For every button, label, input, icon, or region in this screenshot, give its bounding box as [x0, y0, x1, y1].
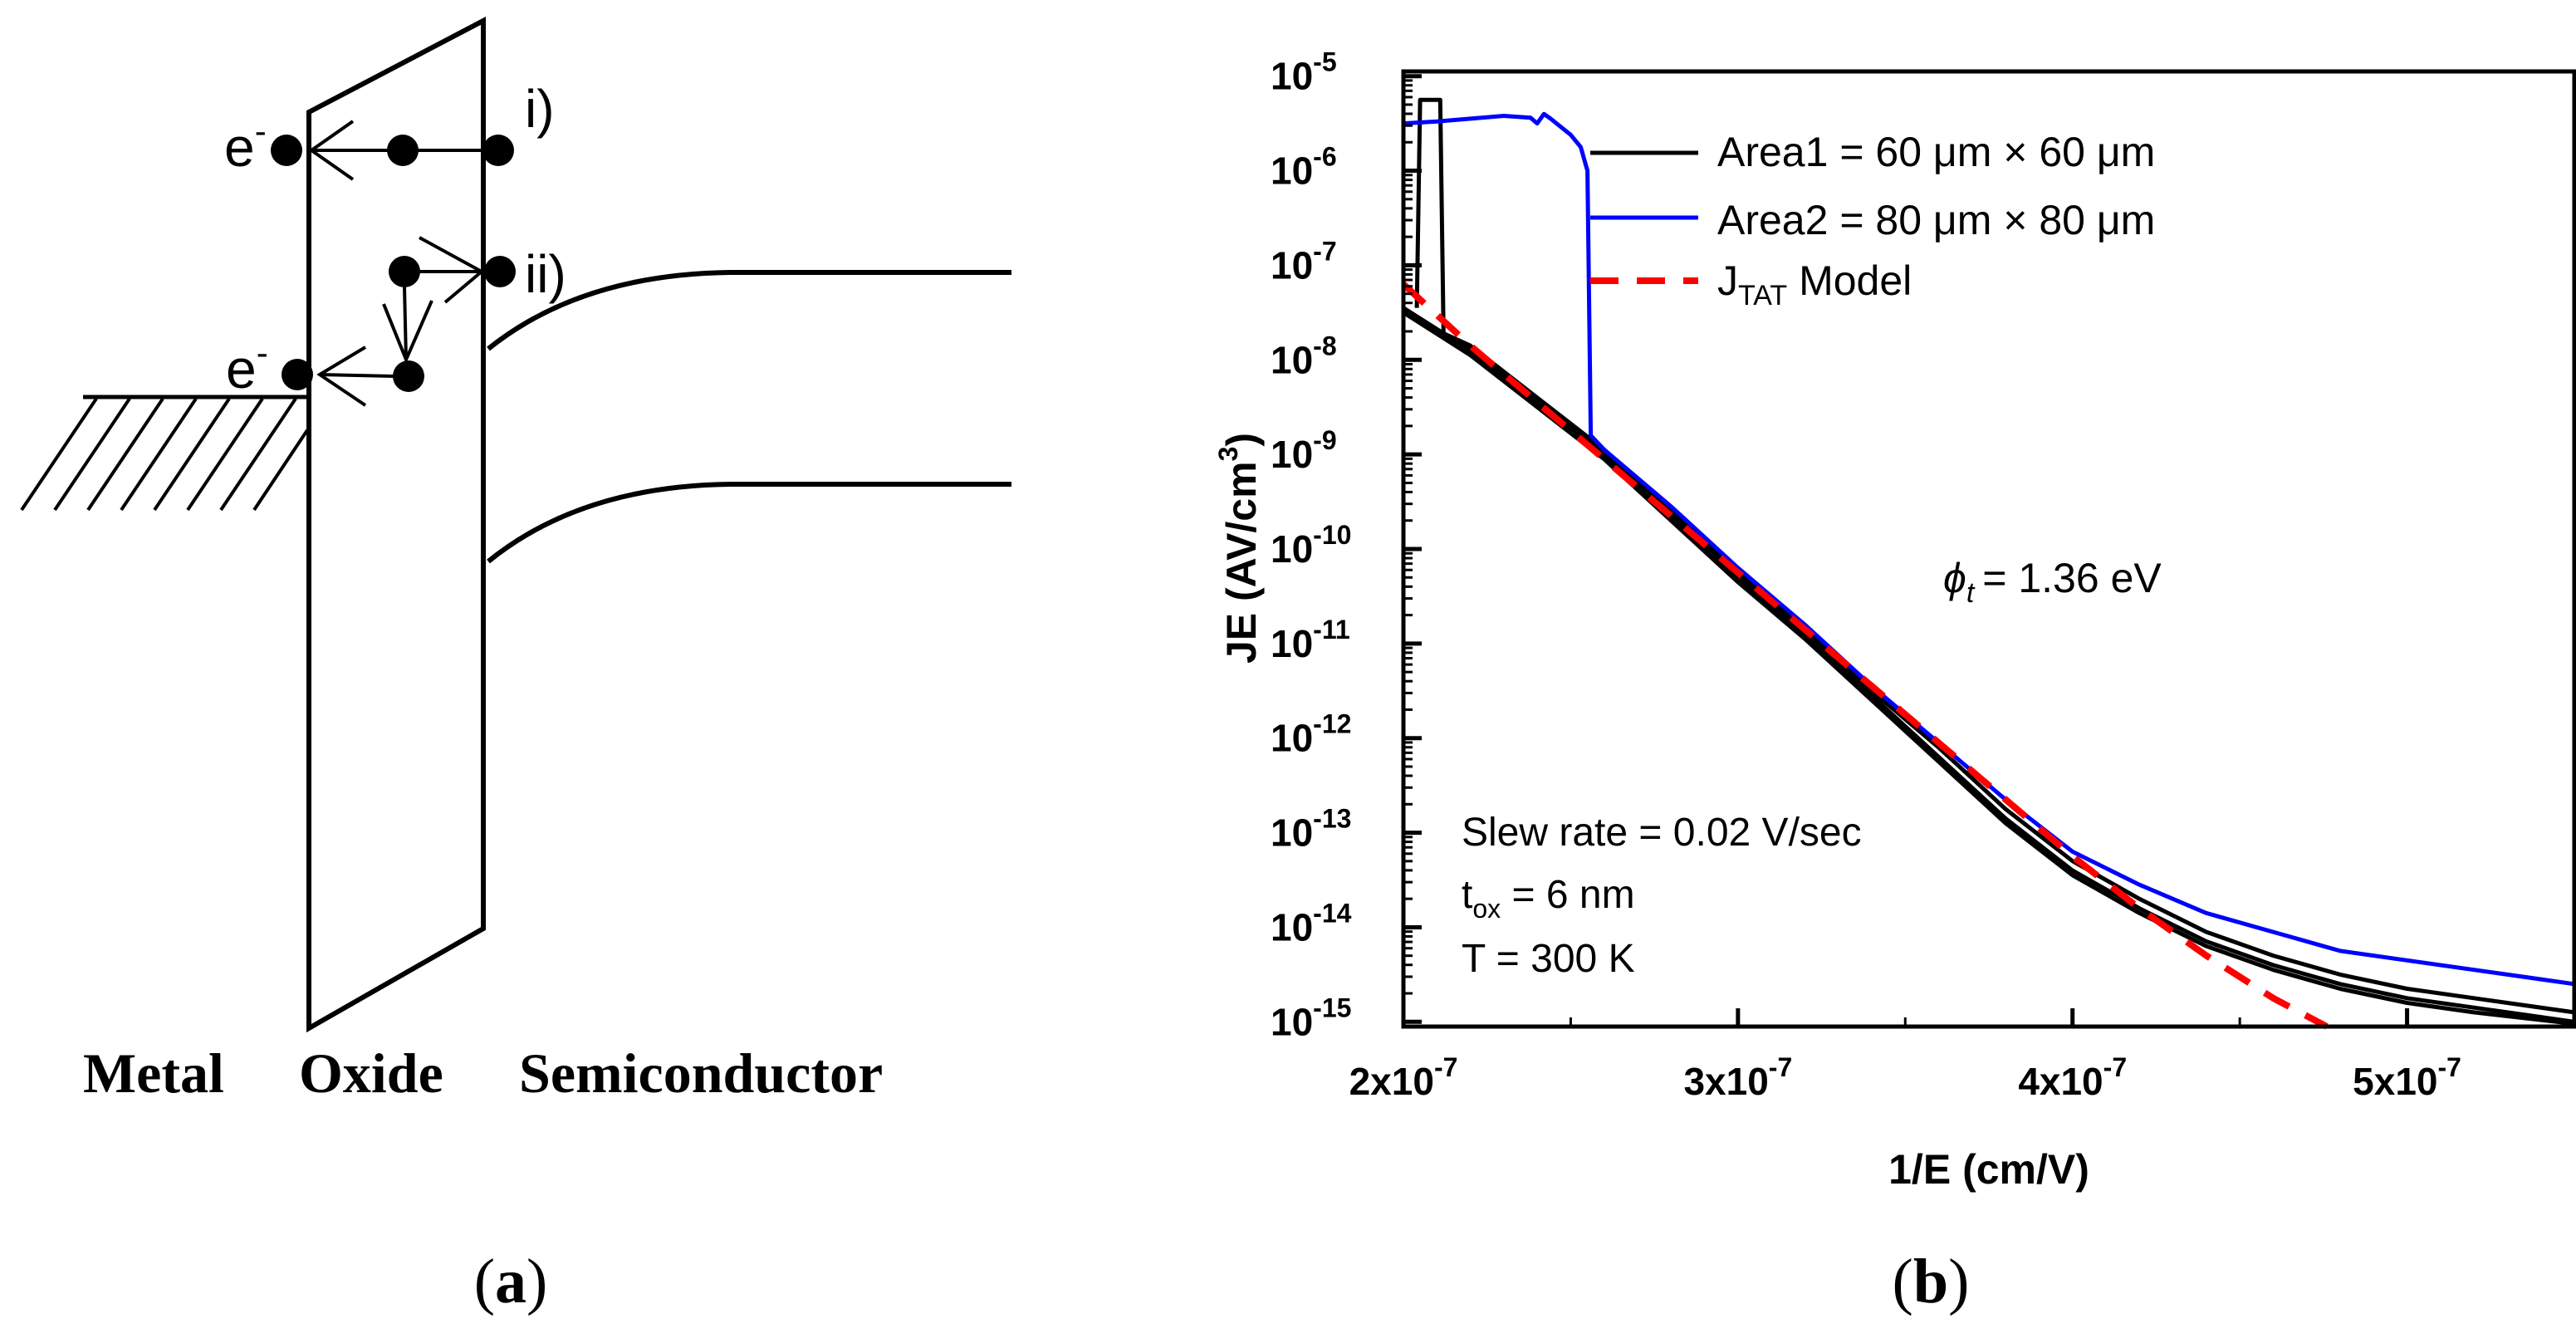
- y-tick-label: 10-10: [1271, 520, 1351, 571]
- chart: 10-5 10-6 10-7 10-8 10-9 10-10 10-11 10-12 10-13…: [1213, 47, 2576, 1316]
- trap-energy-annotation: ϕt = 1.36 eV: [1943, 555, 2162, 609]
- electron-dot: [271, 135, 302, 166]
- y-tick-label: 10-5: [1271, 47, 1337, 98]
- y-axis-label: JE (AV/cm3): [1213, 433, 1265, 664]
- x-tick-label: 4x10-7: [2018, 1052, 2127, 1103]
- plot-lines: [1401, 97, 2575, 1030]
- legend-label-model: JTAT Model: [1717, 257, 1912, 311]
- y-tick-label: 10-12: [1271, 709, 1351, 760]
- electron-label: e-: [224, 111, 267, 178]
- temperature-label: T = 300 K: [1462, 937, 1635, 981]
- band-diagram: e- e- i) ii) Metal Oxide Semiconductor (…: [20, 17, 1011, 1316]
- y-tick-label: 10-14: [1271, 898, 1352, 948]
- electron-dot: [282, 359, 313, 390]
- y-tick-label: 10-15: [1271, 993, 1351, 1043]
- semiconductor-label: Semiconductor: [519, 1042, 883, 1105]
- trap-dot: [389, 256, 420, 287]
- arrow-icon: [419, 236, 483, 304]
- x-tick-label: 2x10-7: [1349, 1052, 1458, 1103]
- electron-label: e-: [226, 333, 268, 399]
- valence-band: [487, 482, 1011, 564]
- metal-label: Metal: [83, 1042, 224, 1105]
- trap-dot: [387, 135, 419, 166]
- y-tick-label: 10-8: [1271, 331, 1337, 381]
- series-line-4: [1401, 282, 2329, 1030]
- x-tick-label: 3x10-7: [1683, 1052, 1792, 1103]
- series-line-3: [1403, 111, 2575, 987]
- conduction-band: [487, 270, 1011, 351]
- y-tick-label: 10-13: [1271, 804, 1351, 855]
- panel-a-caption: (a): [474, 1247, 548, 1316]
- x-tick-label: 5x10-7: [2353, 1052, 2461, 1103]
- trap-dot: [393, 360, 424, 392]
- metal-hatch: [20, 397, 309, 512]
- arrow-icon: [308, 120, 390, 181]
- oxide-label: Oxide: [299, 1042, 443, 1105]
- legend: Area1 = 60 μm × 60 μm Area2 = 80 μm × 80…: [1590, 129, 2155, 311]
- arrow-icon: [316, 346, 395, 407]
- x-axis-label: 1/E (cm/V): [1888, 1146, 2089, 1193]
- legend-label-area1: Area1 = 60 μm × 60 μm: [1717, 129, 2155, 175]
- y-tick-label: 10-11: [1271, 615, 1350, 665]
- oxide-thickness-label: tox = 6 nm: [1462, 873, 1635, 924]
- y-tick-label: 10-7: [1271, 236, 1337, 287]
- y-tick-label: 10-6: [1271, 142, 1337, 193]
- series-line-2: [1402, 311, 2575, 1027]
- legend-label-area2: Area2 = 80 μm × 80 μm: [1717, 197, 2155, 243]
- x-axis: 2x10-7 3x10-7 4x10-7 5x10-7: [1349, 1008, 2461, 1103]
- slew-rate-label: Slew rate = 0.02 V/sec: [1462, 811, 1862, 855]
- oxide-barrier: [306, 17, 486, 1033]
- y-axis: 10-5 10-6 10-7 10-8 10-9 10-10 10-11 10-12 10-13…: [1271, 47, 1422, 1043]
- electron-dot: [484, 256, 516, 287]
- y-tick-label: 10-9: [1271, 425, 1337, 476]
- panel-b-caption: (b): [1893, 1247, 1970, 1316]
- electron-dot: [482, 135, 514, 166]
- route-ii-label: ii): [525, 244, 566, 304]
- route-i-label: i): [525, 79, 555, 139]
- arrow-icon: [382, 286, 433, 365]
